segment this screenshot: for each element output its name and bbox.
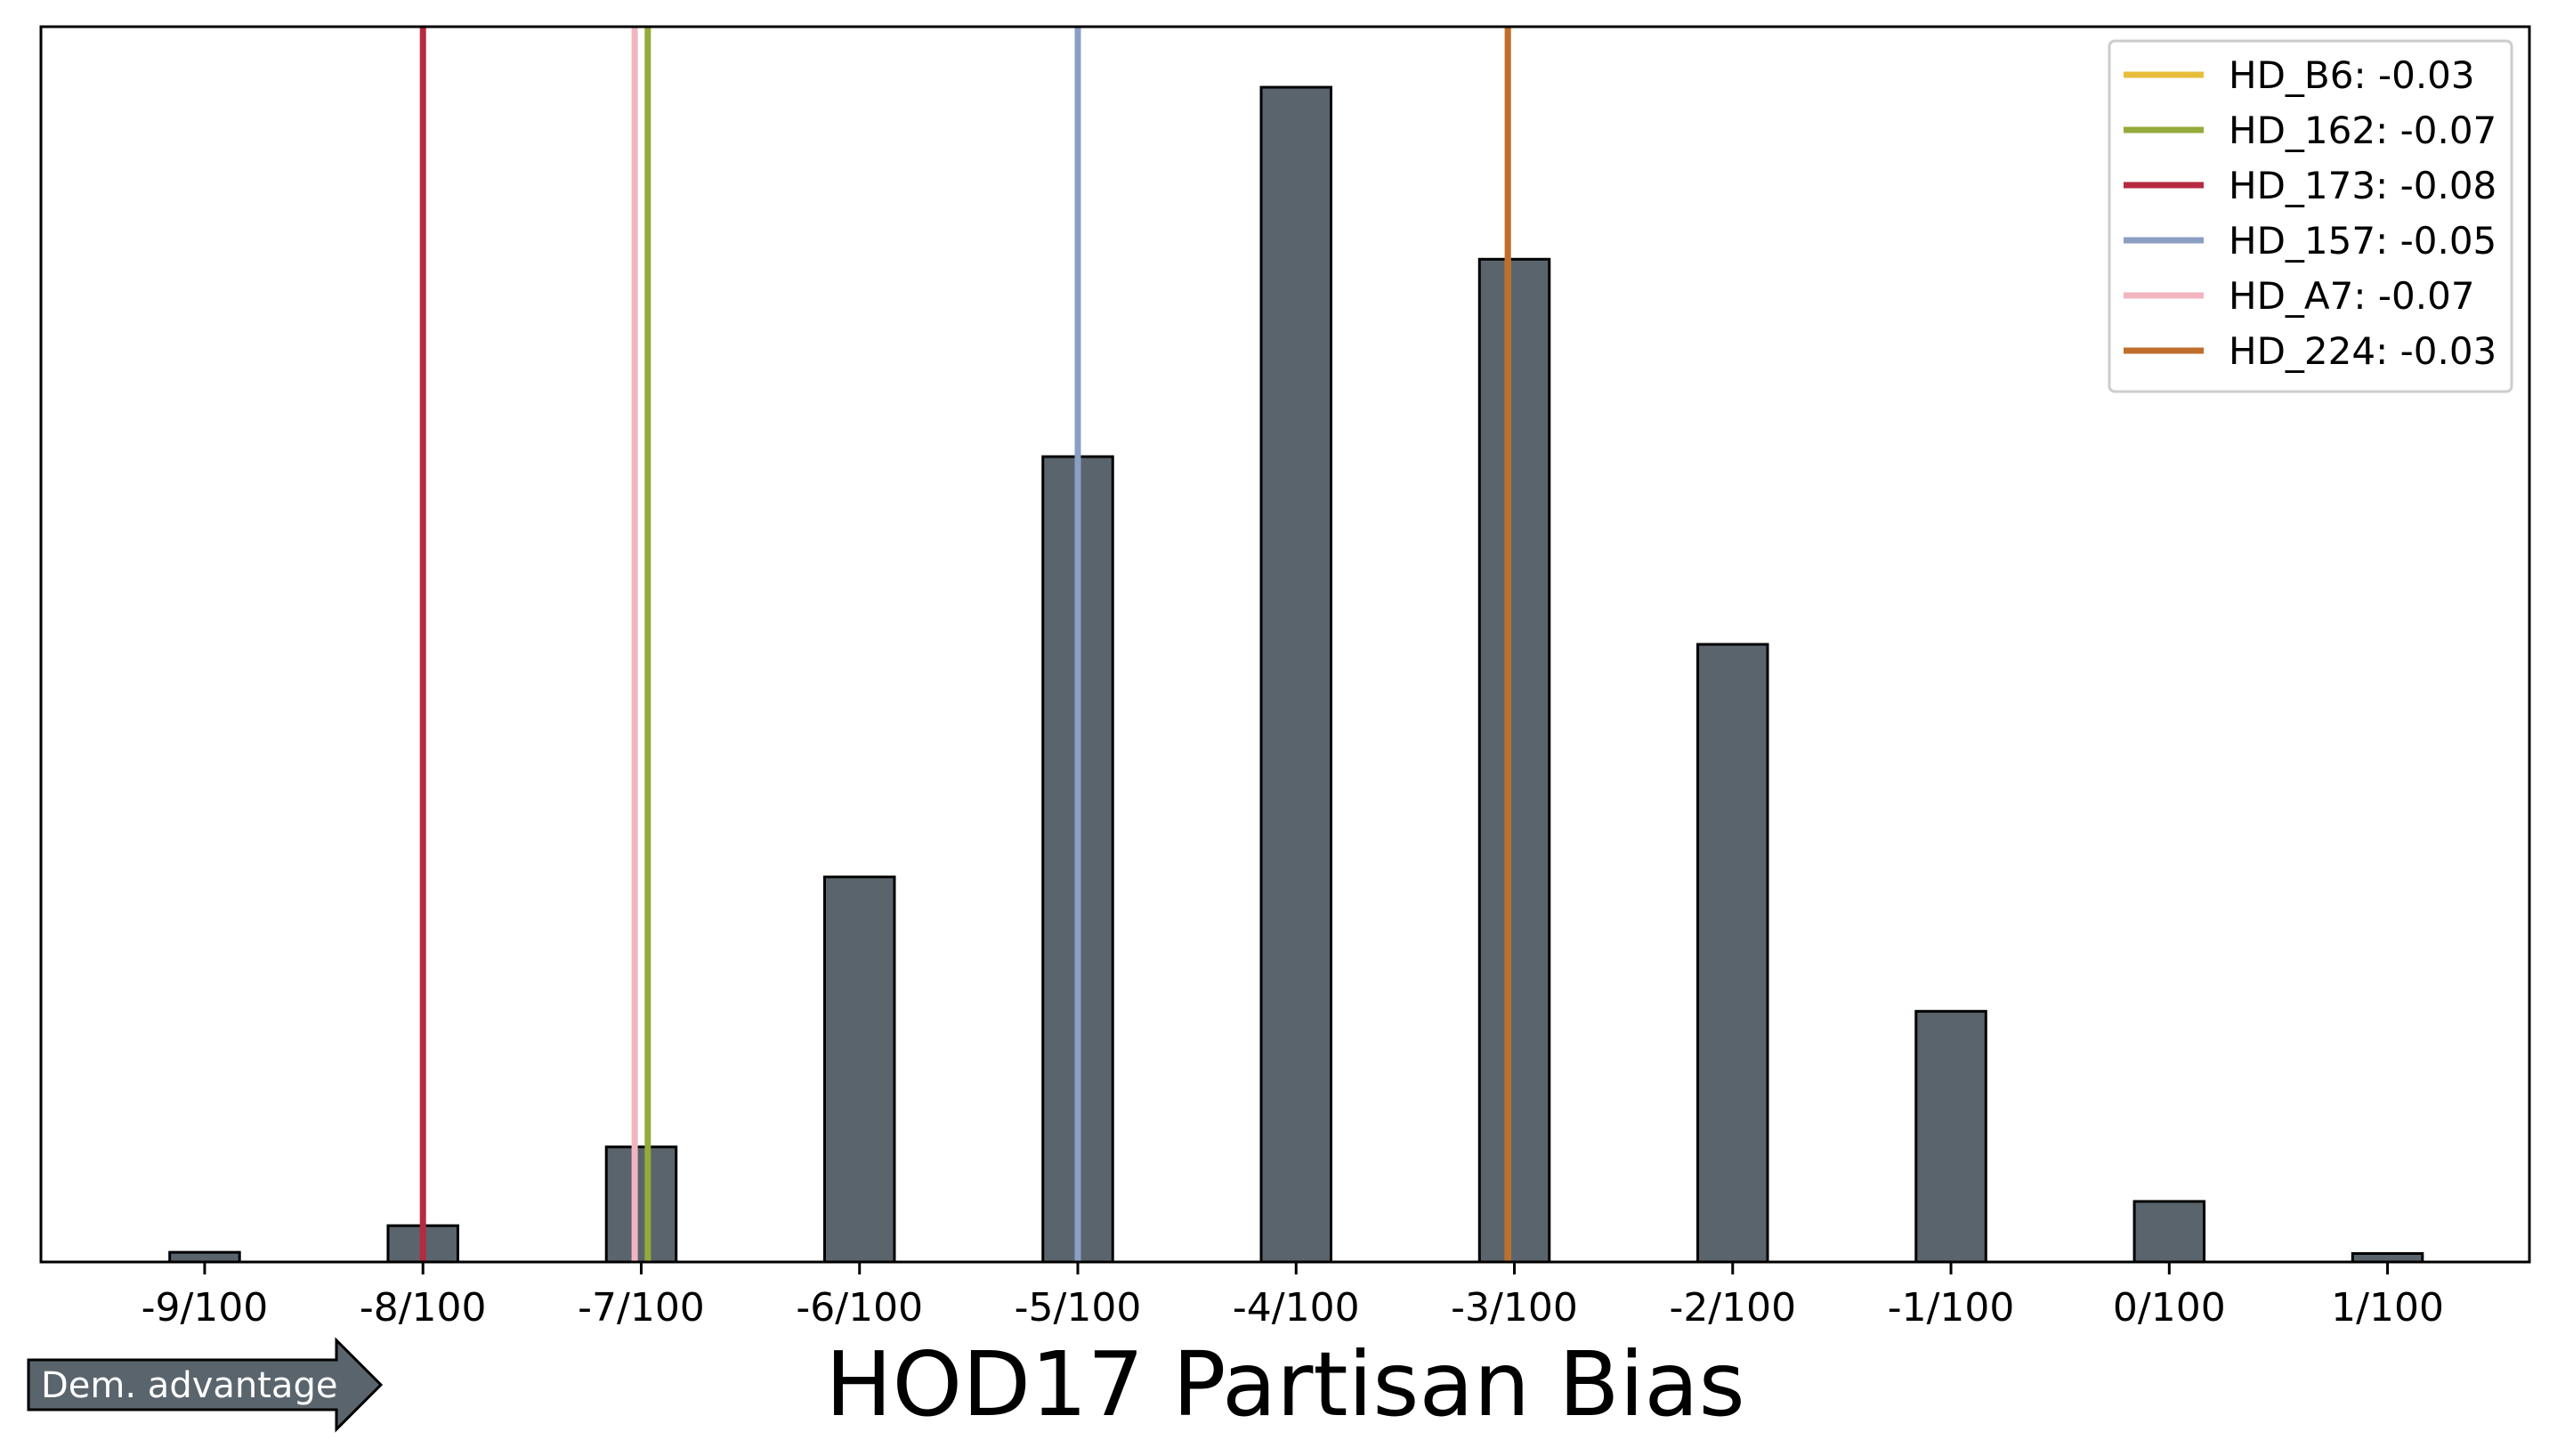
plot-frame [39,25,2531,1264]
dem-advantage-arrow: Dem. advantage [27,1337,384,1433]
x-tick-label: -5/100 [1015,1285,1142,1331]
x-tick-label: -6/100 [796,1285,923,1331]
legend-label: HD_173: -0.08 [2229,164,2496,207]
x-tick-label: 1/100 [2331,1285,2444,1331]
x-axis-label: HOD17 Partisan Bias [825,1332,1744,1436]
histogram-bar [822,875,896,1264]
legend-label: HD_224: -0.03 [2229,329,2496,373]
x-tick-label: -3/100 [1451,1285,1578,1331]
histogram-bar [1696,643,1769,1264]
histogram-bars [168,85,2424,1264]
x-tick-label: -1/100 [1888,1285,2015,1331]
legend-label: HD_157: -0.05 [2229,219,2496,263]
histogram-bar [2132,1200,2206,1264]
histogram-bar [604,1145,678,1264]
reference-lines [419,27,1511,1262]
histogram-bar [1477,257,1551,1264]
x-tick-label: -2/100 [1669,1285,1796,1331]
legend-label: HD_A7: -0.07 [2229,274,2475,318]
x-axis-ticks: -9/100 -8/100 -7/100 -6/100 -5/100 -4/100 -3/1… [142,1262,2444,1331]
arrow-shape [27,1337,384,1433]
legend-frame [2108,39,2513,393]
histogram-bar [168,1250,241,1264]
legend-label: HD_B6: -0.03 [2229,53,2475,97]
x-tick-label: -7/100 [578,1285,705,1331]
legend: HD_B6: -0.03 HD_162: -0.07 HD_173: -0.08 HD… [2108,39,2513,393]
histogram-bar [1259,85,1333,1264]
x-tick-label: -4/100 [1233,1285,1360,1331]
legend-label: HD_162: -0.07 [2229,109,2496,152]
dem-advantage-label: Dem. advantage [41,1365,337,1406]
x-tick-label: -8/100 [360,1285,487,1331]
x-tick-label: 0/100 [2113,1285,2226,1331]
x-tick-label: -9/100 [142,1285,269,1331]
histogram-bar [1914,1009,1987,1264]
